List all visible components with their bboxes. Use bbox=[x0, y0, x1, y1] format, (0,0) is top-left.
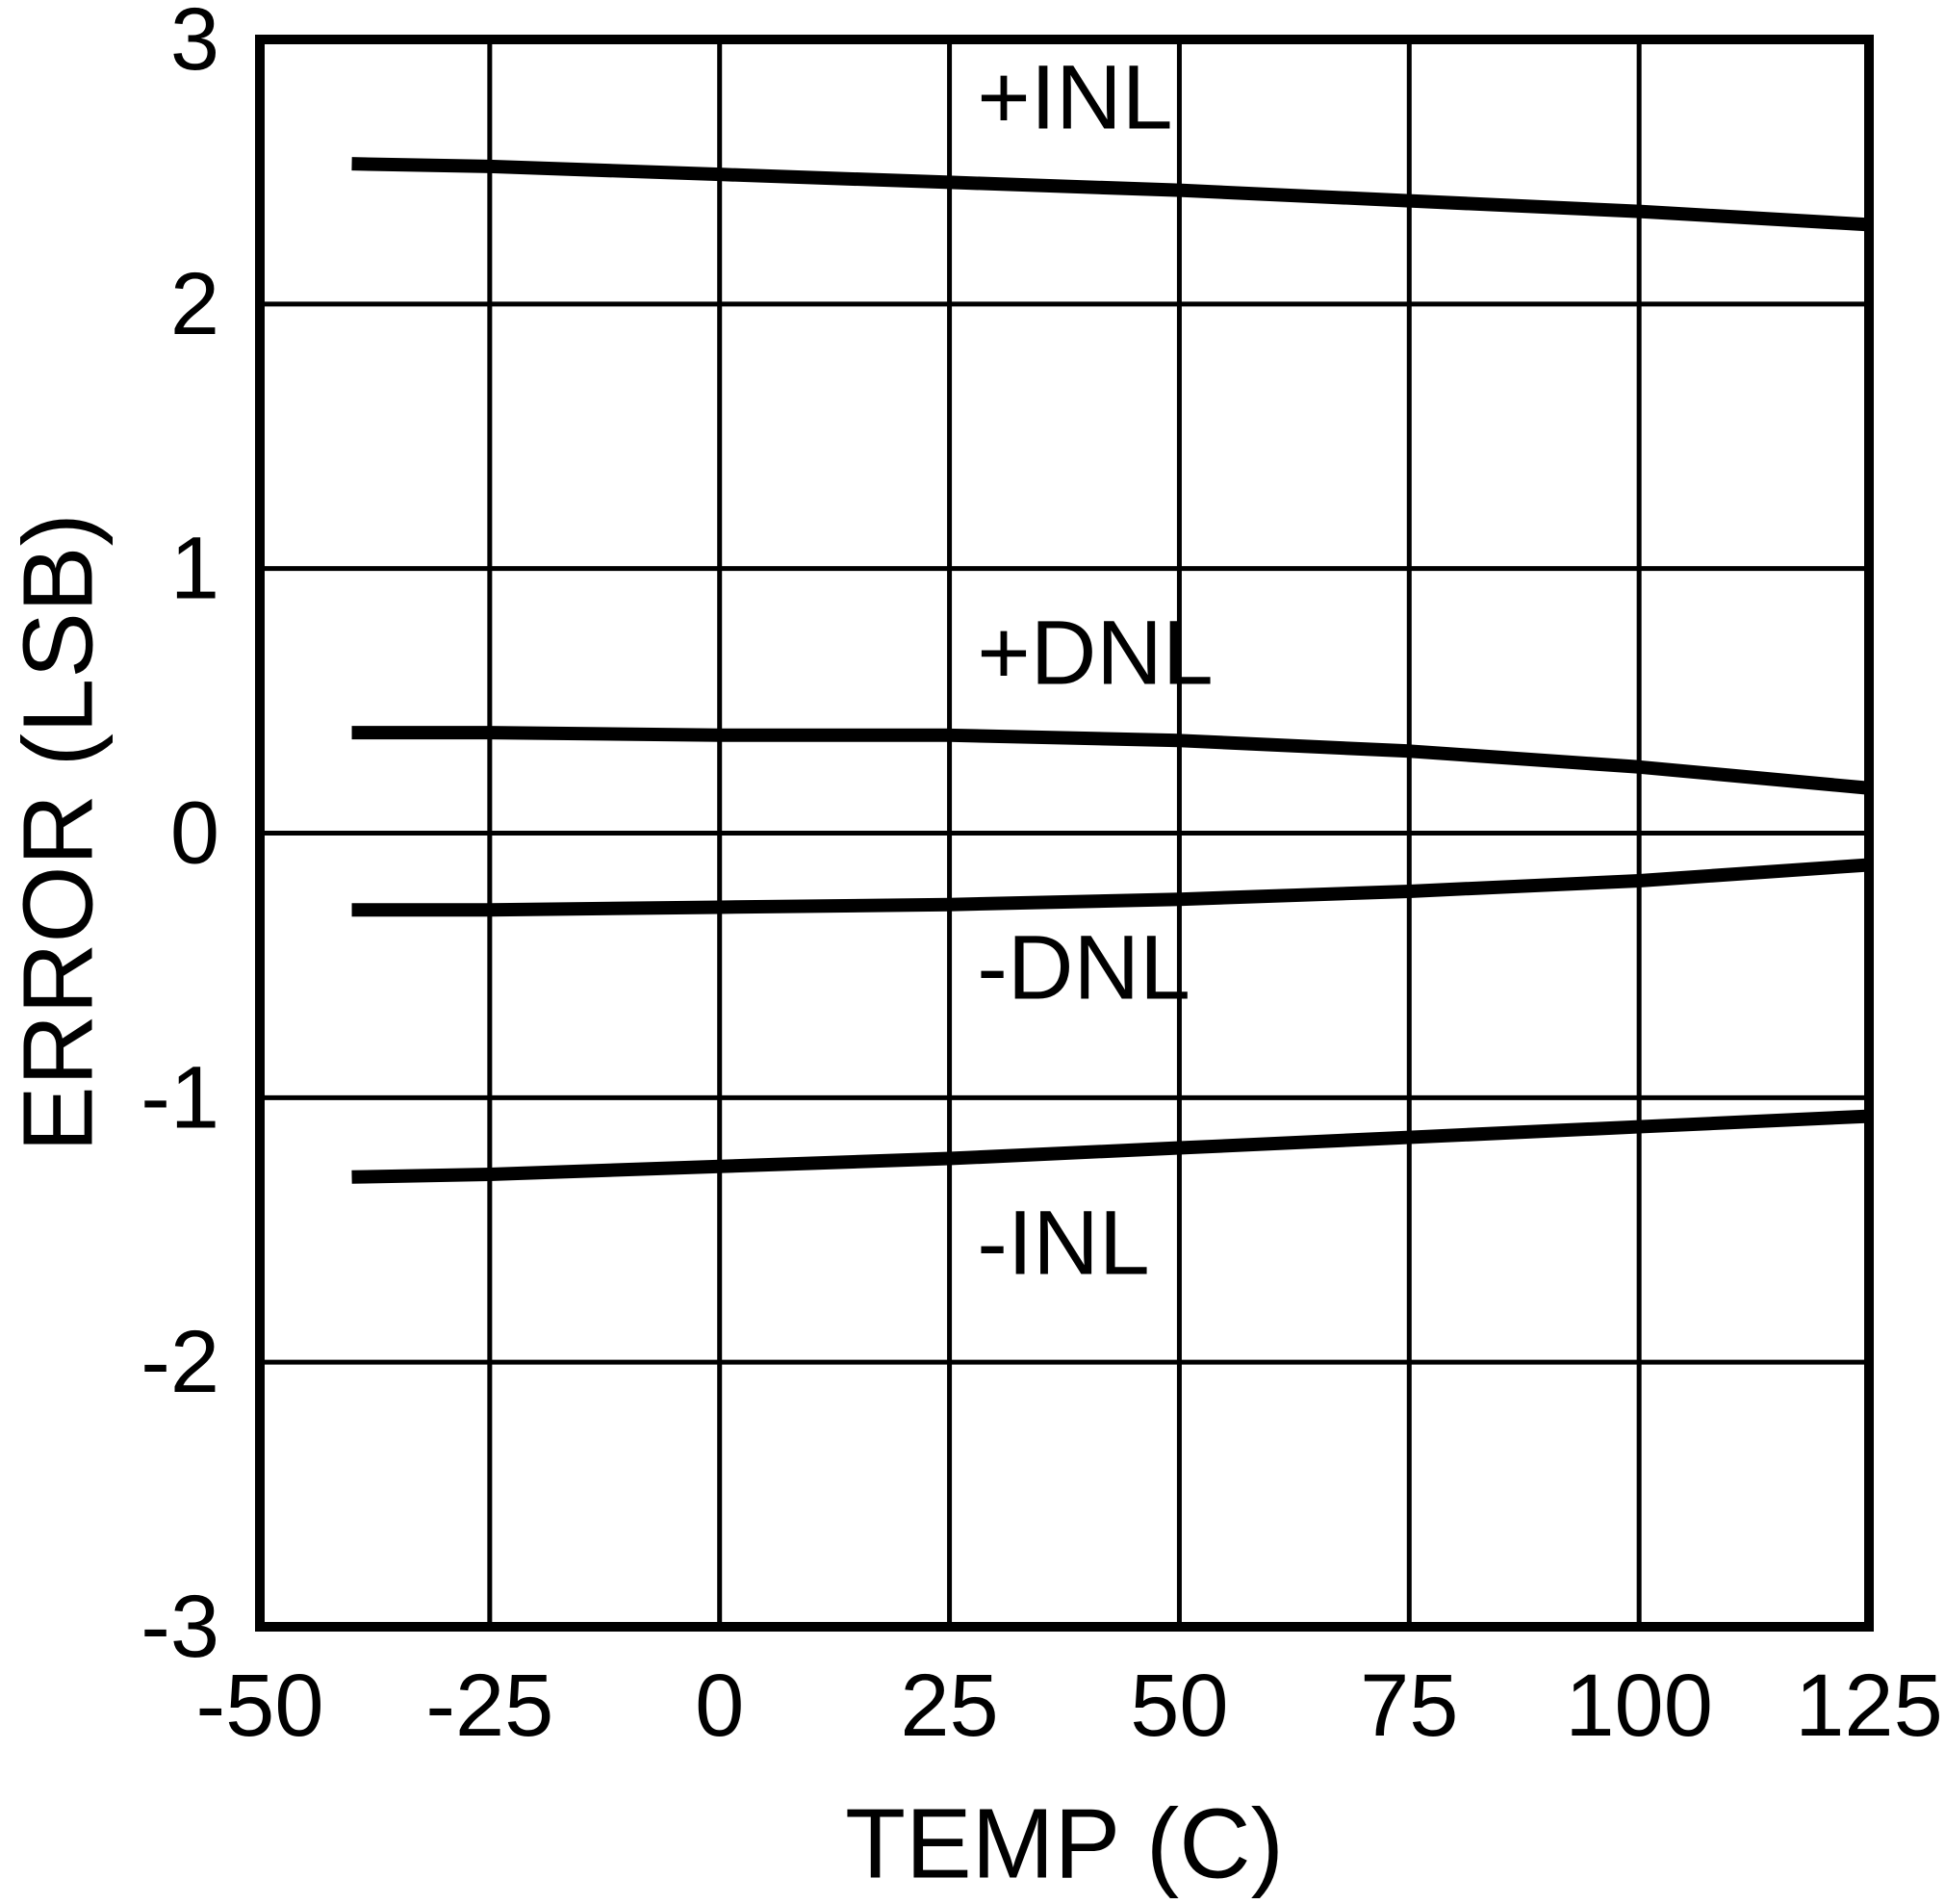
x-tick-label: -25 bbox=[425, 1657, 553, 1755]
y-tick-label: 3 bbox=[170, 0, 219, 89]
line-plus-dnl bbox=[351, 726, 1870, 795]
x-tick-label: 75 bbox=[1360, 1657, 1458, 1755]
x-tick-label: 50 bbox=[1130, 1657, 1228, 1755]
label-minus-inl: -INL bbox=[977, 1192, 1149, 1294]
curve-labels: +INL +DNL -DNL -INL bbox=[977, 46, 1214, 1294]
plot-border bbox=[255, 35, 1874, 1632]
x-tick-label: 100 bbox=[1565, 1657, 1713, 1755]
line-minus-inl bbox=[351, 1109, 1870, 1184]
y-axis-title: ERROR (LSB) bbox=[3, 513, 114, 1152]
x-tick-label: 125 bbox=[1795, 1657, 1943, 1755]
x-tick-labels: -50 -25 0 25 50 75 100 125 bbox=[196, 1657, 1943, 1755]
y-tick-labels: -3 -2 -1 0 1 2 3 bbox=[141, 0, 219, 1676]
x-tick-label: 25 bbox=[900, 1657, 998, 1755]
x-tick-label: 0 bbox=[695, 1657, 744, 1755]
y-tick-label: -1 bbox=[141, 1048, 219, 1146]
label-plus-inl: +INL bbox=[977, 46, 1172, 148]
x-tick-label: -50 bbox=[196, 1657, 324, 1755]
label-plus-dnl: +DNL bbox=[977, 603, 1214, 705]
series-lines bbox=[351, 157, 1870, 1184]
gridlines bbox=[257, 37, 1872, 1630]
y-tick-label: -3 bbox=[141, 1578, 219, 1676]
y-tick-label: 1 bbox=[170, 520, 219, 618]
y-tick-label: 2 bbox=[170, 255, 219, 353]
line-plus-inl bbox=[351, 157, 1870, 232]
line-minus-dnl bbox=[351, 858, 1870, 917]
label-minus-dnl: -DNL bbox=[977, 917, 1190, 1019]
x-axis-title: TEMP (C) bbox=[845, 1788, 1284, 1899]
y-tick-label: -2 bbox=[141, 1313, 219, 1411]
y-tick-label: 0 bbox=[170, 785, 219, 883]
